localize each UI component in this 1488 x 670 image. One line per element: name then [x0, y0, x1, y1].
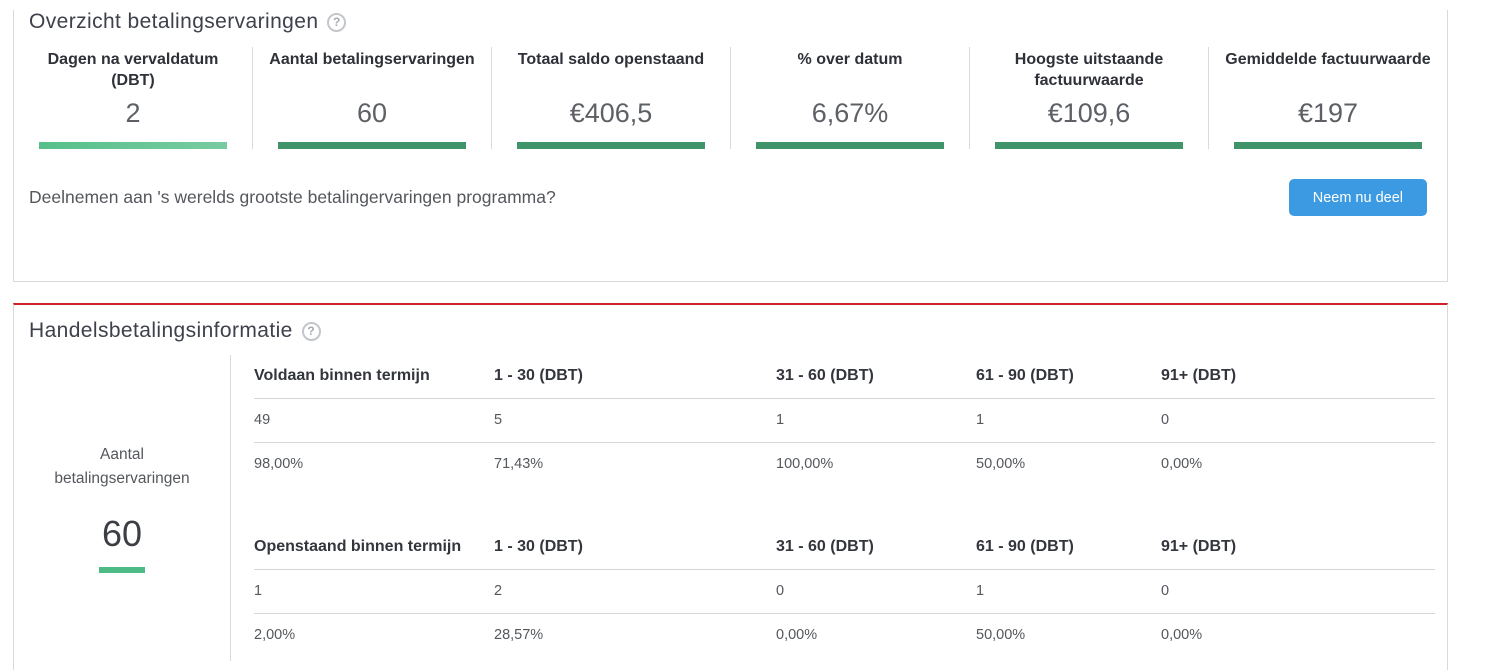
stat-label: Aantal betalingservaringen: [269, 51, 475, 68]
table-percent-cell: 0,00%: [1161, 627, 1203, 644]
cta-row: Deelnemen aan 's werelds grootste betali…: [14, 179, 1447, 216]
table-header-cell: 91+ (DBT): [1161, 355, 1435, 399]
stat-label: Hoogste uitstaande factuurwaarde: [1014, 51, 1164, 89]
table-percent-row: 98,00% 71,43% 100,00% 50,00% 0,00%: [254, 442, 1435, 486]
overview-title: Overzicht betalingservaringen ?: [29, 10, 1447, 34]
table-count-cell: 0: [1161, 398, 1435, 443]
paid-within-terms-table: Voldaan binnen termijn 1 - 30 (DBT) 31 -…: [254, 355, 1435, 486]
table-header-cell: 61 - 90 (DBT): [976, 526, 1161, 570]
table-percent-cell: 28,57%: [494, 627, 544, 644]
stat-label: Gemiddelde factuurwaarde: [1225, 51, 1431, 68]
stat-label: % over datum: [797, 51, 903, 68]
stat-total-outstanding: Totaal saldo openstaand €406,5: [492, 47, 731, 149]
trade-left-panel: Aantal betalingservaringen 60: [14, 355, 231, 661]
stat-value: 6,67%: [811, 98, 889, 128]
table-count-cell: 5: [494, 398, 776, 443]
table-percent-cell: 71,43%: [494, 456, 544, 473]
stat-percent-overdue: % over datum 6,67%: [731, 47, 970, 149]
stat-label: Totaal saldo openstaand: [517, 51, 705, 68]
trade-left-label: Aantal betalingservaringen: [54, 446, 190, 487]
stats-row: Dagen na vervaldatum (DBT) 2 Aantal beta…: [14, 47, 1447, 149]
table-count-cell: 2: [494, 569, 776, 614]
table-percent-cell: 2,00%: [254, 627, 296, 644]
table-header-cell: 31 - 60 (DBT): [776, 355, 976, 399]
table-percent-cell: 0,00%: [1161, 456, 1203, 473]
table-header-cell: 91+ (DBT): [1161, 526, 1435, 570]
table-percent-cell: 100,00%: [776, 456, 834, 473]
stat-value: €109,6: [1047, 98, 1131, 128]
stat-underline: [1234, 142, 1422, 149]
table-header-row: Openstaand binnen termijn 1 - 30 (DBT) 3…: [254, 526, 1435, 570]
trade-left-underline: [99, 567, 145, 573]
table-header-cell: 1 - 30 (DBT): [494, 355, 776, 399]
table-header-cell: Openstaand binnen termijn: [254, 526, 494, 570]
table-percent-cell: 50,00%: [976, 456, 1026, 473]
table-header-cell: 61 - 90 (DBT): [976, 355, 1161, 399]
stat-value: 2: [125, 98, 141, 128]
table-percent-cell: 0,00%: [776, 627, 818, 644]
overview-title-text: Overzicht betalingservaringen: [29, 10, 319, 33]
outstanding-within-terms-table: Openstaand binnen termijn 1 - 30 (DBT) 3…: [254, 526, 1435, 657]
stat-payment-experiences: Aantal betalingservaringen 60: [253, 47, 492, 149]
stat-value: €406,5: [569, 98, 653, 128]
cta-text: Deelnemen aan 's werelds grootste betali…: [29, 187, 556, 207]
stat-days-beyond-terms: Dagen na vervaldatum (DBT) 2: [14, 47, 253, 149]
stat-underline: [517, 142, 705, 149]
table-count-cell: 1: [776, 398, 976, 443]
stat-average-invoice: Gemiddelde factuurwaarde €197: [1209, 47, 1447, 149]
stat-underline: [995, 142, 1183, 149]
stat-underline: [756, 142, 944, 149]
table-count-row: 1 2 0 1 0: [254, 569, 1435, 614]
stat-underline: [39, 142, 227, 149]
table-count-cell: 1: [254, 569, 494, 614]
stat-value: 60: [356, 98, 388, 128]
overview-section: Overzicht betalingservaringen ? Dagen na…: [13, 10, 1448, 282]
table-header-cell: 31 - 60 (DBT): [776, 526, 976, 570]
table-header-row: Voldaan binnen termijn 1 - 30 (DBT) 31 -…: [254, 355, 1435, 399]
help-icon[interactable]: ?: [327, 12, 347, 32]
trade-body: Aantal betalingservaringen 60 Voldaan bi…: [14, 355, 1447, 661]
stat-highest-invoice: Hoogste uitstaande factuurwaarde €109,6: [970, 47, 1209, 149]
table-count-cell: 1: [976, 398, 1161, 443]
table-count-cell: 1: [976, 569, 1161, 614]
stat-label: Dagen na vervaldatum (DBT): [47, 51, 219, 89]
table-percent-row: 2,00% 28,57% 0,00% 50,00% 0,00%: [254, 613, 1435, 657]
help-icon[interactable]: ?: [301, 321, 321, 341]
table-count-cell: 0: [1161, 569, 1435, 614]
trade-title: Handelsbetalingsinformatie ?: [29, 319, 1447, 343]
stat-value: €197: [1297, 98, 1359, 128]
trade-tables: Voldaan binnen termijn 1 - 30 (DBT) 31 -…: [231, 355, 1447, 661]
table-header-cell: 1 - 30 (DBT): [494, 526, 776, 570]
trade-left-value: 60: [101, 513, 143, 554]
table-percent-cell: 50,00%: [976, 627, 1026, 644]
join-now-button[interactable]: Neem nu deel: [1288, 179, 1427, 216]
table-count-cell: 49: [254, 398, 494, 443]
trade-title-text: Handelsbetalingsinformatie: [29, 319, 293, 342]
table-count-row: 49 5 1 1 0: [254, 398, 1435, 443]
stat-underline: [278, 142, 466, 149]
trade-payment-section: Handelsbetalingsinformatie ? Aantal beta…: [13, 303, 1448, 670]
table-count-cell: 0: [776, 569, 976, 614]
table-percent-cell: 98,00%: [254, 456, 304, 473]
table-header-cell: Voldaan binnen termijn: [254, 355, 494, 399]
